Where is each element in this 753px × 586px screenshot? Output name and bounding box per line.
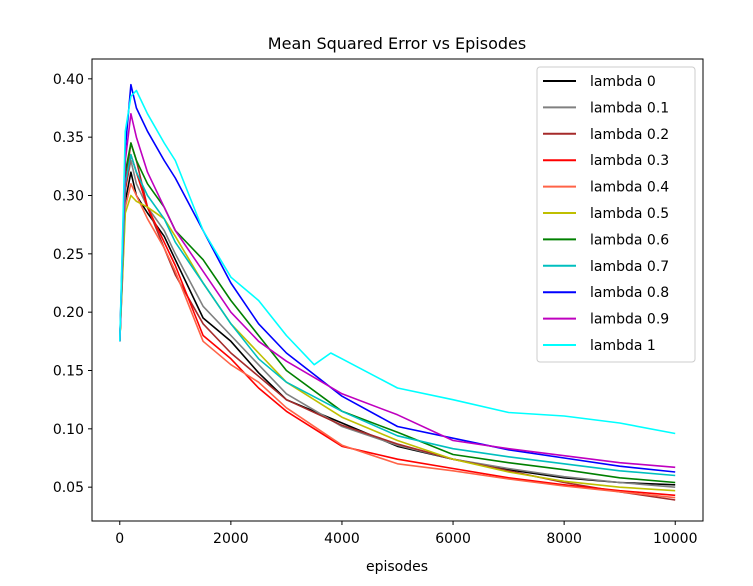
- y-tick-label: 0.25: [53, 247, 84, 263]
- x-tick-label: 0: [115, 531, 124, 547]
- series-line-8: [119, 83, 676, 473]
- legend-label-4: lambda 0.4: [590, 180, 669, 196]
- legend-label-2: lambda 0.2: [590, 127, 669, 143]
- y-tick-label: 0.15: [53, 364, 84, 380]
- x-tick-label: 6000: [435, 531, 471, 547]
- legend-label-3: lambda 0.3: [590, 153, 669, 169]
- plot-frame: [91, 58, 704, 522]
- legend-label-8: lambda 0.8: [590, 285, 669, 301]
- y-tick-label: 0.30: [53, 189, 84, 205]
- chart-title: Mean Squared Error vs Episodes: [268, 34, 526, 53]
- y-tick-label: 0.35: [53, 130, 84, 146]
- x-axis-label: episodes: [366, 559, 428, 575]
- series-line-7: [119, 153, 676, 477]
- legend-label-9: lambda 0.9: [590, 312, 669, 328]
- series-lines: [119, 83, 676, 501]
- y-tick-label: 0.05: [53, 480, 84, 496]
- y-axis: 0.05 0.10 0.15 0.20 0.25 0.30 0.35 0.40: [53, 72, 92, 496]
- series-line-0: [119, 171, 676, 486]
- legend-label-0: lambda 0: [590, 74, 656, 90]
- legend-label-6: lambda 0.6: [590, 232, 669, 248]
- legend-label-5: lambda 0.5: [590, 206, 669, 222]
- series-line-9: [119, 113, 676, 469]
- y-tick-label: 0.10: [53, 422, 84, 438]
- x-tick-label: 8000: [546, 531, 582, 547]
- x-tick-label: 4000: [324, 531, 360, 547]
- legend-label-10: lambda 1: [590, 338, 656, 354]
- x-axis: 0 2000 4000 6000 8000 10000: [115, 521, 698, 547]
- legend-label-7: lambda 0.7: [590, 259, 669, 275]
- series-line-5: [119, 194, 676, 492]
- series-line-10: [119, 89, 676, 435]
- series-line-6: [119, 142, 676, 484]
- legend-label-1: lambda 0.1: [590, 100, 669, 116]
- y-tick-label: 0.20: [53, 305, 84, 321]
- legend-box: [536, 66, 696, 363]
- x-tick-label: 2000: [213, 531, 249, 547]
- x-tick-label: 10000: [653, 531, 698, 547]
- legend-items: lambda 0 lambda 0.1 lambda 0.2 lambda 0.3 la…: [543, 74, 669, 354]
- series-line-4: [119, 183, 676, 499]
- series-line-1: [119, 159, 676, 488]
- y-tick-label: 0.40: [53, 72, 84, 88]
- legend: lambda 0 lambda 0.1 lambda 0.2 lambda 0.3 la…: [536, 66, 696, 363]
